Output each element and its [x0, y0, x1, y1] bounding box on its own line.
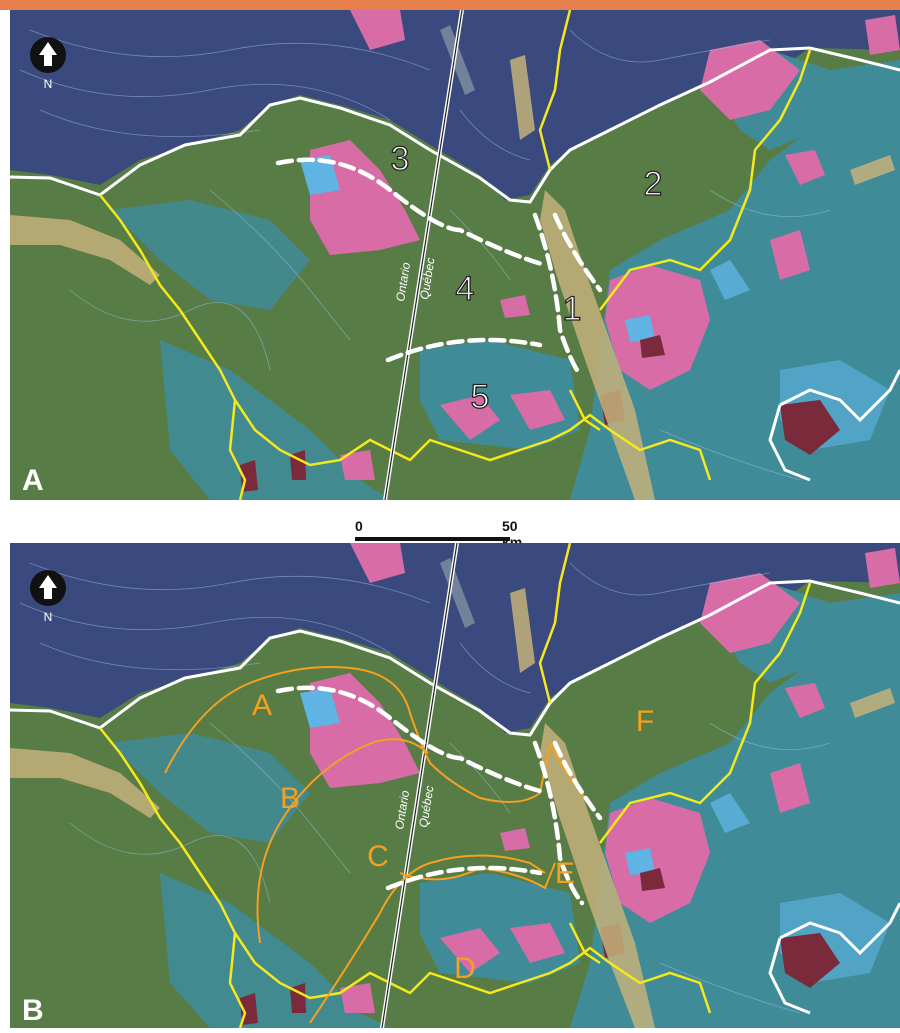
- zone-label-c: C: [367, 840, 389, 873]
- zone-label-4: 4: [456, 270, 475, 308]
- lake: [300, 155, 340, 195]
- map-panel-b: A B C D E F Ontario Québec N B: [10, 543, 900, 1033]
- zone-dash-1-west: [532, 212, 583, 378]
- top-accent-bar: [0, 0, 900, 10]
- north-arrow-icon: N: [30, 570, 66, 624]
- zone-label-3: 3: [391, 140, 410, 178]
- zone-label-5: 5: [471, 378, 490, 416]
- zone-label-e: E: [555, 857, 575, 890]
- border-label-ontario: Ontario: [393, 261, 413, 302]
- regional-boundary: [10, 46, 900, 204]
- scale-label-start: 0: [355, 518, 363, 534]
- border-label-quebec: Québec: [417, 257, 437, 301]
- panel-letter-a: A: [22, 464, 44, 497]
- zone-label-d: D: [454, 952, 476, 985]
- zone-dash-1-east: [552, 212, 603, 293]
- zone-label-f: F: [636, 705, 654, 738]
- scale-bar: 0 50 km: [355, 518, 522, 550]
- zone-label-1: 1: [563, 290, 582, 328]
- border-label-ontario: Ontario: [392, 789, 412, 830]
- zone-dash-3-4: [275, 157, 548, 268]
- zone-label-2: 2: [644, 165, 663, 203]
- zone-label-a: A: [252, 689, 272, 722]
- watershed-boundary: [99, 194, 712, 481]
- north-label: N: [44, 610, 53, 624]
- north-label: N: [44, 77, 53, 91]
- northern-lowland: [10, 543, 900, 733]
- zone-dash-4-5: [385, 337, 543, 363]
- panel-letter-b: B: [22, 994, 44, 1027]
- northern-lowland: [10, 10, 900, 200]
- border-label-quebec: Québec: [416, 785, 436, 829]
- scale-bar-line: [355, 537, 510, 541]
- pink-intrusive-1: [310, 140, 420, 255]
- map-panel-a: 1 2 3 4 5 Ontario Québec N A: [10, 10, 900, 500]
- north-arrow-icon: N: [30, 37, 66, 91]
- zone-label-b: B: [280, 782, 300, 815]
